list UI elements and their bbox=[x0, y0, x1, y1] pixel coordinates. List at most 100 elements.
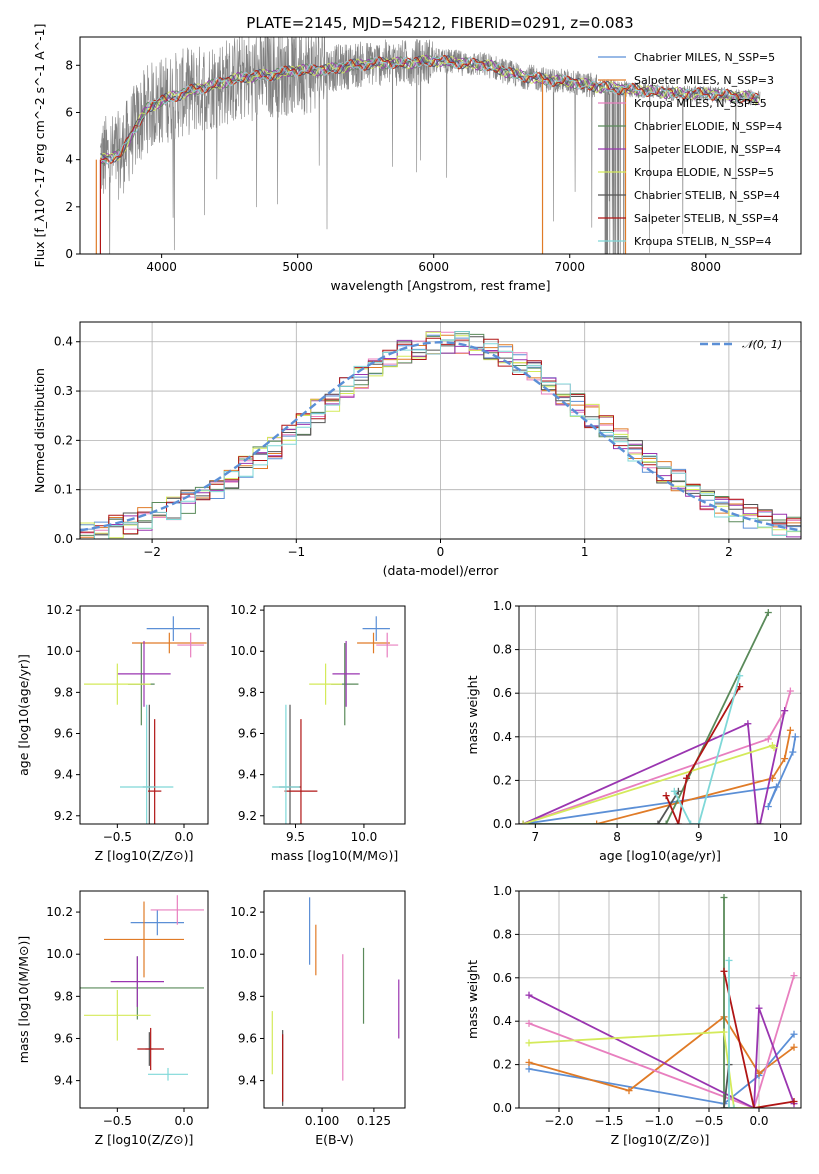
axes-residuals: −2 −1 0 1 2 0.0 0.1 0.2 0.3 0.4 (data-model)/error… bbox=[32, 321, 802, 578]
weight-marker bbox=[725, 956, 733, 964]
legend-entry-6: Kroupa ELODIE, N_SSP=5 bbox=[634, 166, 774, 179]
plot-area-weight-vs-Z bbox=[519, 891, 801, 1108]
x-axis-label: mass [log10(M/M⊙)] bbox=[271, 848, 399, 863]
x-axis-label: Z [log10(Z/Z⊙)] bbox=[95, 1132, 194, 1147]
y-axis-label: Flux [f_λ10^-17 erg cm^-2 s^-1 A^-1] bbox=[32, 24, 47, 268]
plot-area-spectrum bbox=[95, 37, 761, 254]
x-tick-label: −1.5 bbox=[594, 1114, 623, 1128]
y-tick-label: 0.1 bbox=[54, 483, 73, 497]
y-tick-label: 10.2 bbox=[230, 905, 257, 919]
y-tick-label: 0.8 bbox=[493, 643, 512, 657]
y-axis-label: Normed distribution bbox=[32, 368, 47, 493]
weight-marker bbox=[764, 609, 772, 617]
y-axis-label: mass weight bbox=[465, 675, 480, 754]
weight-marker bbox=[790, 972, 798, 980]
weight-marker bbox=[720, 1104, 728, 1108]
x-tick-label: 9.5 bbox=[286, 830, 305, 844]
legend-entry-2: Salpeter MILES, N_SSP=3 bbox=[634, 74, 774, 87]
axes-weight-vs-age: 7 8 9 10 0.0 0.2 0.4 0.6 0.8 1.0 age [log10(age/yr… bbox=[465, 599, 802, 863]
errorbar-point-1 bbox=[362, 616, 390, 641]
x-tick-label: 9 bbox=[695, 830, 703, 844]
y-tick-label: 0.0 bbox=[493, 817, 512, 831]
legend-entry-1: Chabrier MILES, N_SSP=5 bbox=[634, 51, 775, 64]
y-tick-label: 9.6 bbox=[54, 1031, 73, 1045]
y-tick-label: 9.8 bbox=[54, 685, 73, 699]
weight-marker bbox=[525, 1058, 533, 1066]
errorbar-point-8 bbox=[137, 1027, 164, 1071]
y-tick-label: 10.0 bbox=[46, 644, 73, 658]
model-spectrum-line-1 bbox=[100, 55, 761, 163]
weight-marker bbox=[525, 991, 533, 999]
y-axis-label: mass weight bbox=[465, 960, 480, 1039]
errorbar-point-1 bbox=[146, 616, 200, 641]
y-tick-label: 9.8 bbox=[238, 989, 257, 1003]
y-tick-label: 10.2 bbox=[46, 905, 73, 919]
figure-title: PLATE=2145, MJD=54212, FIBERID=0291, z=0… bbox=[246, 14, 633, 32]
errorbar-point-5 bbox=[117, 640, 171, 707]
x-tick-label: 10.0 bbox=[351, 830, 378, 844]
weight-marker bbox=[725, 1104, 733, 1108]
weight-marker bbox=[772, 783, 780, 791]
y-tick-label: 0.2 bbox=[54, 433, 73, 447]
weight-marker bbox=[764, 803, 772, 811]
axes-frame bbox=[518, 605, 802, 825]
x-tick-label: −0.5 bbox=[103, 1114, 132, 1128]
y-tick-label: 9.6 bbox=[238, 1031, 257, 1045]
x-tick-label: 1 bbox=[581, 545, 589, 559]
weight-marker bbox=[720, 1028, 728, 1036]
x-tick-label: 7 bbox=[532, 830, 540, 844]
weight-marker bbox=[755, 1069, 763, 1077]
y-tick-label: 0.2 bbox=[493, 773, 512, 787]
x-axis-label: age [log10(age/yr)] bbox=[599, 848, 721, 863]
x-axis-label: wavelength [Angstrom, rest frame] bbox=[330, 278, 550, 293]
weight-series-4 bbox=[523, 612, 770, 824]
x-tick-label: −2 bbox=[143, 545, 161, 559]
weight-marker bbox=[730, 1104, 738, 1108]
axes-age-vs-Z: −0.5 0.0 9.2 9.4 9.6 9.8 10.0 10.2 Z [log10(Z/Z⊙… bbox=[16, 603, 209, 863]
weight-marker bbox=[756, 820, 764, 824]
axes-frame bbox=[79, 321, 802, 540]
errorbar-point-2 bbox=[104, 901, 184, 978]
errorbar-point-8 bbox=[148, 719, 162, 824]
axes-frame bbox=[79, 890, 209, 1109]
weight-series-4 bbox=[723, 897, 729, 1108]
plot-area-age-vs-mass bbox=[272, 616, 399, 824]
weight-series-9 bbox=[728, 960, 734, 1108]
model-spectrum-line-8 bbox=[100, 55, 761, 164]
weight-marker bbox=[736, 672, 744, 680]
errorbar-point-9 bbox=[148, 1067, 188, 1081]
y-tick-label: 6 bbox=[65, 105, 73, 119]
plot-area-ebv bbox=[271, 897, 400, 1106]
weight-marker bbox=[754, 820, 762, 824]
axes-age-vs-mass: 9.5 10.0 9.2 9.4 9.6 9.8 10.0 10.2 mass [log10(M… bbox=[230, 603, 406, 863]
weight-marker bbox=[683, 774, 691, 782]
plot-area-residuals bbox=[80, 322, 801, 539]
x-axis-label: Z [log10(Z/Z⊙)] bbox=[95, 848, 194, 863]
weight-marker bbox=[720, 894, 728, 902]
weight-marker bbox=[790, 1043, 798, 1051]
x-tick-label: −1 bbox=[287, 545, 305, 559]
weight-marker bbox=[662, 820, 670, 824]
errorbar-point-6 bbox=[309, 663, 343, 705]
legend-entry-3: Kroupa MILES, N_SSP=5 bbox=[634, 97, 767, 110]
x-tick-label: 6000 bbox=[418, 260, 449, 274]
histogram-series-9 bbox=[80, 331, 801, 539]
weight-series-3 bbox=[522, 690, 792, 824]
legend-entry-7: Chabrier STELIB, N_SSP=4 bbox=[634, 189, 780, 202]
y-tick-label: 0 bbox=[65, 247, 73, 261]
weight-marker bbox=[593, 820, 601, 824]
axes-mass-vs-Z: −0.5 0.0 9.4 9.6 9.8 10.0 10.2 Z [log10(Z/Z⊙)] m… bbox=[16, 890, 209, 1147]
errorbar-point-1 bbox=[130, 909, 184, 936]
model-spectrum-line-9 bbox=[100, 55, 761, 165]
normal-reference-curve bbox=[80, 340, 801, 532]
weight-marker bbox=[525, 1019, 533, 1027]
errorbar-point-3 bbox=[150, 895, 204, 925]
axes-spectrum: 4000 5000 6000 7000 8000 0 2 4 6 8 wavelength [Ang… bbox=[32, 24, 802, 293]
axes-frame bbox=[79, 605, 209, 825]
legend-entry-9: Kroupa STELIB, N_SSP=4 bbox=[634, 235, 772, 248]
errorbar-point-8 bbox=[284, 719, 318, 824]
model-spectrum-line-5 bbox=[100, 54, 761, 164]
y-tick-label: 9.6 bbox=[238, 727, 257, 741]
weight-marker bbox=[674, 820, 682, 824]
